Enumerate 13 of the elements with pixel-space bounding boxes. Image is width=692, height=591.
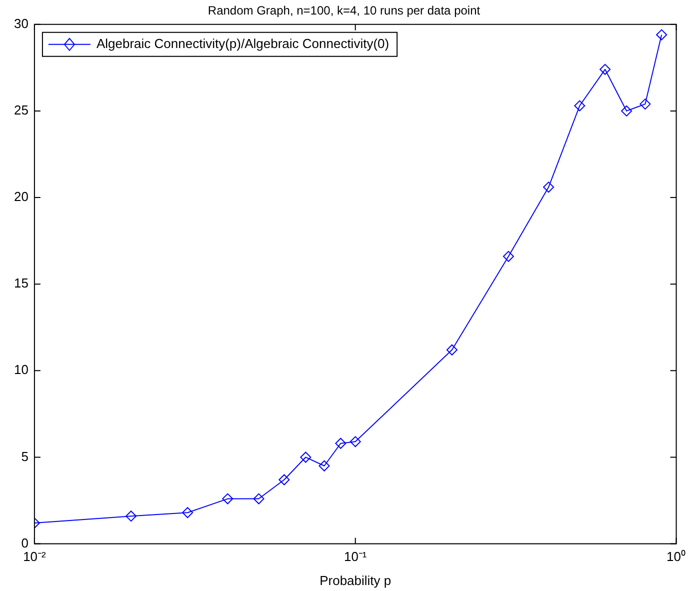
y-tick-label: 20 [14, 189, 28, 204]
y-tick-label: 5 [21, 448, 28, 464]
y-tick-label: 10 [14, 362, 28, 378]
y-tick-label: 15 [14, 276, 28, 291]
y-tick-label: 0 [21, 535, 28, 550]
y-tick-label: 25 [14, 102, 28, 118]
legend-label: Algebraic Connectivity(p)/Algebraic Connectivity(0) [96, 36, 390, 51]
x-tick-label: 10⁻² [23, 549, 47, 564]
x-tick-label: 10⁰ [666, 549, 686, 564]
chart-title: Random Graph, n=100, k=4, 10 runs per data point [208, 4, 481, 18]
y-tick-label: 30 [14, 16, 28, 31]
x-axis-title: Probability p [320, 572, 392, 588]
x-tick-label: 10⁻¹ [344, 549, 368, 564]
